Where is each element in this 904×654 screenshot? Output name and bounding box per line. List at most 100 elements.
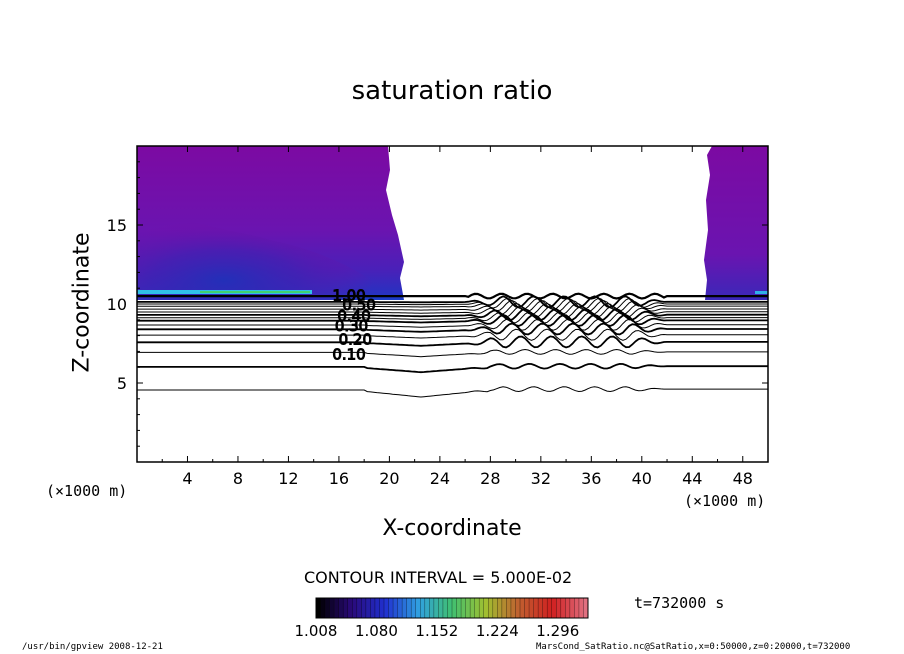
x-tick-label-36: 36: [581, 469, 601, 488]
time-label: t=732000 s: [634, 594, 725, 612]
colorbar-cell: [365, 598, 371, 618]
x-tick-label-12: 12: [278, 469, 298, 488]
colorbar-cell: [442, 598, 448, 618]
colorbar-label-1.224: 1.224: [476, 622, 519, 640]
colorbar-cell: [402, 598, 407, 618]
footer-right: MarsCond_SatRatio.nc@SatRatio,x=0:50000,…: [536, 642, 851, 652]
colorbar-cell: [406, 598, 412, 618]
fill-region-right: [704, 146, 768, 300]
y-axis-label: Z-coordinate: [69, 232, 95, 373]
colorbar-cell: [370, 598, 376, 618]
colorbar-cell: [438, 598, 444, 618]
contour-0.7: [137, 302, 768, 316]
colorbar-cell: [452, 598, 457, 618]
colorbar-cell: [520, 598, 525, 618]
colorbar-cell: [316, 598, 321, 618]
contour-0.4: [137, 313, 768, 327]
colorbar-cell: [578, 598, 584, 618]
contour-label-1.00: 1.00: [332, 286, 365, 304]
y-tick-label-15: 15: [107, 216, 127, 235]
colorbar-label-1.008: 1.008: [295, 622, 338, 640]
colorbar-cell: [524, 598, 530, 618]
colorbar-cell: [393, 598, 398, 618]
x-tick-label-16: 16: [329, 469, 349, 488]
contour-0.3: [137, 322, 768, 336]
colorbar-cell: [492, 598, 498, 618]
colorbar-cell: [547, 598, 553, 618]
colorbar: 1.008 1.080 1.152 1.224 1.296: [295, 597, 589, 640]
contour-0.15: [137, 348, 768, 358]
contour-0.1: [137, 362, 768, 374]
x-tick-label-44: 44: [682, 469, 702, 488]
colorbar-cell: [433, 598, 439, 618]
colorbar-cell: [356, 598, 362, 618]
colorbar-cell: [343, 598, 349, 618]
colorbar-cell: [361, 598, 367, 618]
colorbar-cell: [565, 598, 571, 618]
contour-lines: 1.000.500.400.300.200.10: [137, 286, 768, 398]
x-ticks: 4 8 12 16 20 24 28 32 36 40 44 48: [161, 146, 753, 488]
fill-band-green: [200, 291, 310, 293]
colorbar-cell: [488, 598, 494, 618]
x-tick-label-32: 32: [531, 469, 551, 488]
colorbar-cell: [447, 598, 453, 618]
colorbar-cell: [497, 598, 503, 618]
colorbar-cell: [397, 598, 403, 618]
chart-title: saturation ratio: [351, 76, 553, 106]
colorbar-cell: [411, 598, 417, 618]
contour-0.5: [137, 308, 768, 322]
contour-label-0.40: 0.40: [337, 307, 370, 325]
colorbar-cell: [415, 598, 421, 618]
x-unit-left: (×1000 m): [46, 482, 128, 500]
colorbar-cell: [501, 598, 507, 618]
colorbar-frame: [315, 597, 589, 619]
colorbar-cell: [329, 598, 335, 618]
colorbar-cell: [420, 598, 426, 618]
colorbar-cell: [334, 598, 339, 618]
colorbar-cell: [320, 598, 326, 618]
colorbar-cell: [538, 598, 543, 618]
colorbar-cell: [424, 598, 430, 618]
contour-0.6: [137, 305, 768, 318]
fill-band-right: [755, 291, 768, 294]
contour-0.2: [137, 335, 768, 349]
y-ticks: 5 10 15: [107, 161, 768, 447]
colorbar-cell: [569, 598, 575, 618]
colorbar-cell: [551, 598, 557, 618]
colorbar-cell: [510, 598, 516, 618]
contour-0.25: [137, 328, 768, 341]
colorbar-cell: [429, 598, 435, 618]
colorbar-cell: [456, 598, 462, 618]
colorbar-cell: [542, 598, 548, 618]
x-tick-label-48: 48: [733, 469, 753, 488]
contour-0.45: [137, 311, 768, 324]
contour-0.9: [137, 297, 768, 311]
colorbar-label-1.152: 1.152: [415, 622, 458, 640]
colorbar-cell: [560, 598, 566, 618]
contour-boundary: [137, 292, 768, 300]
colorbar-cell: [583, 598, 589, 618]
x-axis-label: X-coordinate: [382, 516, 522, 541]
colorbar-cell: [347, 598, 353, 618]
x-tick-label-8: 8: [233, 469, 243, 488]
colorbar-cell: [379, 598, 385, 618]
contour-0.05: [137, 386, 768, 398]
colorbar-cell: [533, 598, 539, 618]
colorbar-cell: [556, 598, 562, 618]
contour-0.8: [137, 300, 768, 313]
colorbar-cell: [338, 598, 344, 618]
y-tick-label-5: 5: [117, 374, 127, 393]
colorbar-cell: [515, 598, 521, 618]
contour-label-0.30: 0.30: [335, 317, 368, 335]
contour-interval: CONTOUR INTERVAL = 5.000E-02: [304, 568, 573, 587]
x-tick-label-4: 4: [182, 469, 192, 488]
contour-label-0.20: 0.20: [339, 331, 372, 349]
x-tick-label-20: 20: [379, 469, 399, 488]
colorbar-cell: [574, 598, 580, 618]
colorbar-cell: [483, 598, 489, 618]
colorbar-cell: [470, 598, 475, 618]
y-tick-label-10: 10: [107, 295, 127, 314]
footer-left: /usr/bin/gpview 2008-12-21: [22, 642, 163, 652]
x-tick-label-24: 24: [430, 469, 450, 488]
